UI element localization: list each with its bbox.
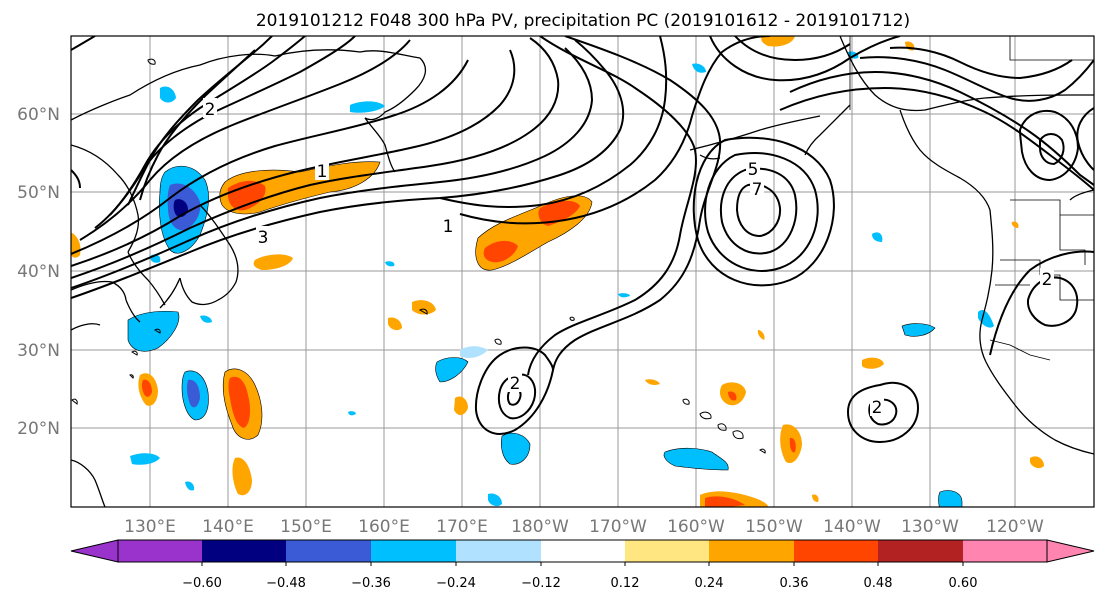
pv-contours xyxy=(71,36,1094,444)
longitude-label: 140°E xyxy=(202,517,254,537)
precip-negative-anomalies xyxy=(127,51,994,507)
colorbar-tick-label: 0.48 xyxy=(864,576,893,591)
longitude-label: 150°E xyxy=(280,517,332,537)
shade-west-coast-japan xyxy=(253,254,293,270)
longitude-label: 170°W xyxy=(589,517,647,537)
contour-label-2: 2 xyxy=(205,100,216,120)
colorbar: −0.60 −0.48 −0.36 −0.24 −0.12 0.12 0.24 0.36 0.4… xyxy=(70,539,1095,591)
latitude-label: 50°N xyxy=(17,183,60,203)
latitude-label: 30°N xyxy=(17,341,60,361)
contour-label-3: 3 xyxy=(258,228,269,248)
longitude-label: 170°E xyxy=(436,517,488,537)
map-frame xyxy=(70,35,1095,508)
political-borders xyxy=(849,36,1094,361)
longitude-label: 130°E xyxy=(124,517,176,537)
longitude-label: 180°W xyxy=(511,517,569,537)
latitude-label: 40°N xyxy=(17,262,60,282)
colorbar-tick-label: 0.60 xyxy=(949,576,978,591)
colorbar-segment xyxy=(541,540,625,562)
colorbar-segment xyxy=(878,540,963,562)
latitude-labels: 60°N 50°N 40°N 30°N 20°N xyxy=(17,105,60,439)
colorbar-segment xyxy=(118,540,202,562)
longitude-labels: 130°E 140°E 150°E 160°E 170°E 180°W 170°W 160°W… xyxy=(124,517,1044,537)
contour-label-1: 1 xyxy=(443,217,454,237)
pv-contour-labels: 1 1 2 3 5 7 2 2 2 xyxy=(203,98,1054,418)
latitude-label: 60°N xyxy=(17,105,60,125)
longitude-label: 160°W xyxy=(667,517,725,537)
coastlines xyxy=(71,36,1094,507)
colorbar-tick-label: −0.12 xyxy=(521,576,561,591)
colorbar-tick-label: 0.24 xyxy=(695,576,724,591)
contour-label-7: 7 xyxy=(752,180,763,200)
colorbar-tick-label: 0.12 xyxy=(611,576,640,591)
colorbar-segment xyxy=(709,540,794,562)
colorbar-extend-low xyxy=(70,539,119,563)
contour-label-1b: 1 xyxy=(317,162,328,182)
colorbar-extend-high xyxy=(1046,539,1095,563)
contour-label-2-westcoast: 2 xyxy=(1042,270,1053,290)
islands xyxy=(71,58,766,454)
longitude-label: 130°W xyxy=(901,517,959,537)
latitude-label: 20°N xyxy=(17,419,60,439)
longitude-label: 140°W xyxy=(823,517,881,537)
contour-label-2-cutoff: 2 xyxy=(510,374,521,394)
map-title: 2019101212 F048 300 hPa PV, precipitatio… xyxy=(256,11,910,31)
colorbar-segment xyxy=(456,540,541,562)
colorbar-frame xyxy=(117,539,1048,563)
colorbar-tick-label: −0.36 xyxy=(351,576,391,591)
contour-label-5: 5 xyxy=(748,160,759,180)
colorbar-tick-label: −0.48 xyxy=(266,576,306,591)
colorbar-segment xyxy=(286,540,371,562)
contour-label-2-hawaii: 2 xyxy=(872,398,883,418)
colorbar-tick-label: −0.60 xyxy=(182,576,222,591)
longitude-label: 160°E xyxy=(358,517,410,537)
longitude-label: 150°W xyxy=(745,517,803,537)
graticule xyxy=(71,36,1094,507)
longitude-label: 120°W xyxy=(986,517,1044,537)
colorbar-segment xyxy=(371,540,456,562)
colorbar-segment xyxy=(963,540,1047,562)
colorbar-segment xyxy=(625,540,709,562)
colorbar-tick-label: −0.24 xyxy=(436,576,476,591)
colorbar-segment xyxy=(202,540,286,562)
colorbar-segment xyxy=(794,540,878,562)
colorbar-tick-label: 0.36 xyxy=(780,576,809,591)
